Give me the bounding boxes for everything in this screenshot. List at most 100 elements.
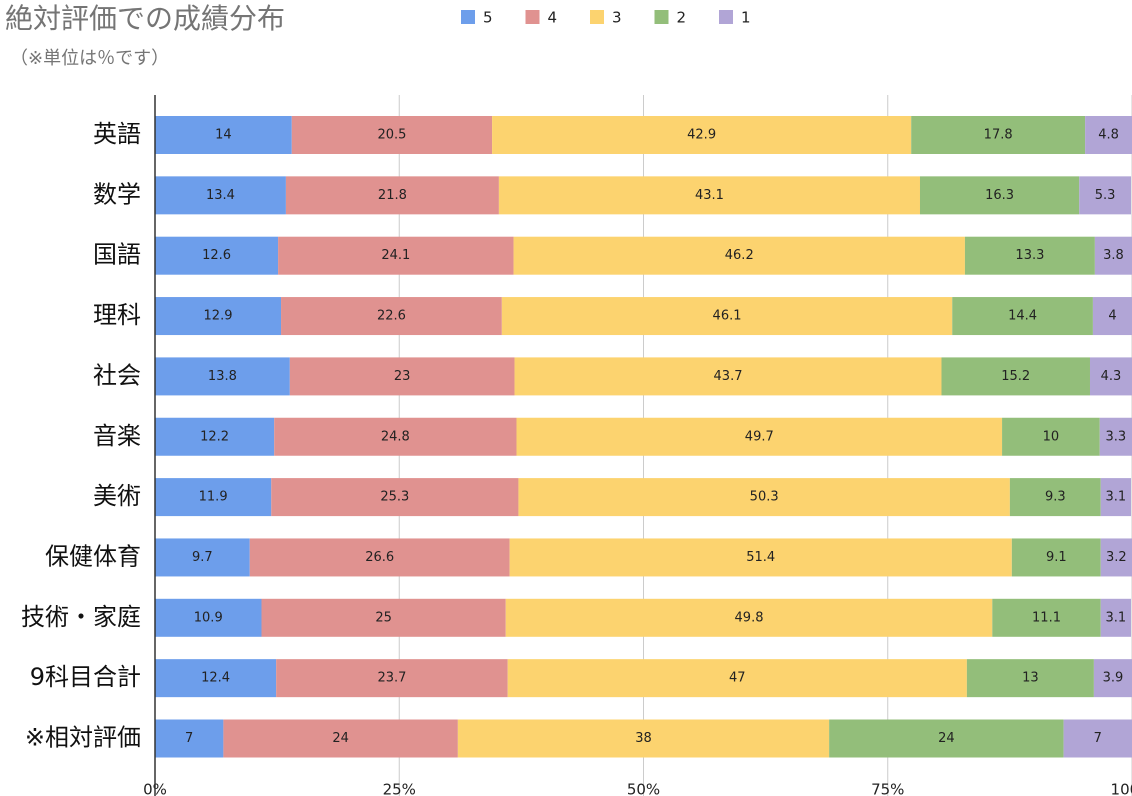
data-label: 7 <box>185 731 193 746</box>
bar-segment <box>1079 176 1132 215</box>
x-tick-label: 50% <box>627 781 660 796</box>
bar-segment <box>1011 538 1101 577</box>
data-label: 3.1 <box>1106 610 1127 625</box>
data-label: 10 <box>1043 429 1060 444</box>
data-label: 21.8 <box>378 188 407 203</box>
data-label: 43.7 <box>714 369 743 384</box>
bar-segment <box>291 116 493 154</box>
bar-segment <box>992 598 1101 637</box>
data-label: 11.9 <box>199 490 228 505</box>
data-label: 22.6 <box>377 309 406 324</box>
bar-segment <box>276 659 508 698</box>
data-label: 15.2 <box>1001 369 1030 384</box>
data-label: 3.9 <box>1103 671 1124 686</box>
data-label: 12.2 <box>200 429 229 444</box>
data-label: 11.1 <box>1032 610 1061 625</box>
bar-segment <box>155 417 275 456</box>
legend-label: 3 <box>612 9 622 27</box>
data-label: 12.4 <box>201 671 230 686</box>
legend-label: 2 <box>677 9 687 27</box>
data-label: 47 <box>729 671 746 686</box>
bar-segment <box>911 116 1086 154</box>
bar-segment <box>155 598 262 637</box>
y-tick-label: 美術 <box>93 482 141 510</box>
data-label: 42.9 <box>687 128 716 143</box>
bar-segment <box>966 659 1094 698</box>
data-label: 50.3 <box>750 490 779 505</box>
bar-segment <box>964 236 1095 275</box>
bar-segment <box>155 357 290 396</box>
bar-segment <box>1100 538 1132 577</box>
data-label: 26.6 <box>365 550 394 565</box>
data-label: 12.6 <box>202 248 231 263</box>
bar-segment <box>516 417 1003 456</box>
y-tick-label: 理科 <box>93 301 141 329</box>
data-label: 16.3 <box>985 188 1014 203</box>
bar-segment <box>1093 659 1132 698</box>
data-label: 24 <box>332 731 349 746</box>
bar-segment <box>1085 116 1132 154</box>
data-label: 3.8 <box>1103 248 1124 263</box>
data-label: 24.8 <box>381 429 410 444</box>
bar-segment <box>1100 598 1132 637</box>
bar-segment <box>941 357 1090 396</box>
bar-segment <box>271 478 519 517</box>
y-tick-label: 音楽 <box>93 422 141 450</box>
y-tick-label: 英語 <box>93 120 141 148</box>
bar-segment <box>952 297 1093 336</box>
bar-segment <box>285 176 499 215</box>
bar-segment <box>829 719 1064 758</box>
bar-segment <box>289 357 515 396</box>
data-label: 12.9 <box>204 309 233 324</box>
data-label: 51.4 <box>746 550 775 565</box>
bar-segment <box>155 538 250 577</box>
y-tick-label: 数学 <box>93 180 141 208</box>
bar-segment <box>1009 478 1101 517</box>
legend-swatch <box>654 10 669 24</box>
data-label: 14.4 <box>1008 309 1037 324</box>
legend-swatch <box>525 10 540 24</box>
legend-swatch <box>461 10 475 24</box>
bar-segment <box>457 719 830 758</box>
data-label: 23.7 <box>377 671 406 686</box>
data-label: 10.9 <box>194 610 223 625</box>
data-label: 25.3 <box>380 490 409 505</box>
bar-segment <box>1094 236 1132 275</box>
bar-segment <box>513 236 965 275</box>
bar-segment <box>155 176 286 215</box>
data-label: 7 <box>1094 731 1102 746</box>
bar-segment <box>1100 478 1132 517</box>
data-label: 46.2 <box>725 248 754 263</box>
data-label: 9.1 <box>1046 550 1067 565</box>
y-tick-label: 9科目合計 <box>30 663 141 691</box>
bar-segment <box>509 538 1012 577</box>
data-label: 13.4 <box>206 188 235 203</box>
legend-swatch <box>719 10 733 24</box>
bar-segment <box>155 236 279 275</box>
data-label: 4 <box>1108 309 1116 324</box>
data-label: 24 <box>938 731 955 746</box>
bar-segment <box>249 538 510 577</box>
chart-title: 絶対評価での成績分布 <box>5 2 285 35</box>
bar-segment <box>278 236 514 275</box>
data-label: 14 <box>215 128 232 143</box>
data-label: 46.1 <box>713 309 742 324</box>
bar-segment <box>281 297 502 336</box>
data-label: 3.2 <box>1106 550 1127 565</box>
y-tick-label: ※相対評価 <box>25 724 141 752</box>
data-label: 43.1 <box>695 188 724 203</box>
bar-segment <box>155 116 292 154</box>
bar-segment <box>155 478 272 517</box>
y-tick-label: 国語 <box>93 241 141 269</box>
x-tick-label: 75% <box>871 781 904 796</box>
data-label: 3.1 <box>1106 490 1127 505</box>
data-label: 24.1 <box>381 248 410 263</box>
y-tick-label: 社会 <box>93 361 141 389</box>
bar-segment <box>223 719 458 758</box>
data-label: 25 <box>375 610 392 625</box>
y-tick-label: 技術・家庭 <box>21 603 141 631</box>
y-tick-label: 保健体育 <box>45 542 141 570</box>
bar-segment <box>919 176 1080 215</box>
legend-label: 4 <box>548 9 558 27</box>
